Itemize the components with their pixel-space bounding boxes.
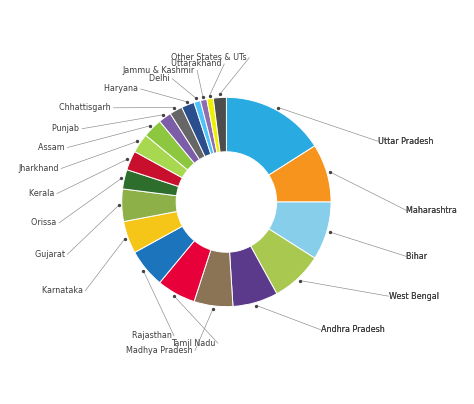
Wedge shape	[227, 97, 315, 175]
Text: Maharashtra: Maharashtra	[406, 206, 460, 215]
Text: Madhya Pradesh: Madhya Pradesh	[126, 346, 195, 355]
Text: Other States & UTs: Other States & UTs	[171, 53, 249, 62]
Text: Assam: Assam	[38, 143, 67, 152]
Wedge shape	[201, 99, 217, 154]
Wedge shape	[269, 202, 331, 258]
Wedge shape	[160, 114, 200, 163]
Text: Karnataka: Karnataka	[42, 286, 85, 295]
Wedge shape	[251, 229, 315, 294]
Text: Bihar: Bihar	[406, 252, 430, 261]
Wedge shape	[194, 101, 214, 154]
Wedge shape	[182, 103, 211, 156]
Text: Andhra Pradesh: Andhra Pradesh	[320, 325, 387, 334]
Text: Punjab: Punjab	[53, 124, 82, 133]
Wedge shape	[207, 98, 220, 153]
Text: West Bengal: West Bengal	[389, 292, 441, 301]
Wedge shape	[135, 226, 194, 283]
Wedge shape	[194, 250, 233, 307]
Text: Tamil Nadu: Tamil Nadu	[171, 339, 218, 348]
Text: Chhattisgarh: Chhattisgarh	[59, 103, 113, 112]
Text: Andhra Pradesh: Andhra Pradesh	[320, 325, 387, 334]
Text: Jharkhand: Jharkhand	[18, 164, 61, 173]
Wedge shape	[229, 246, 277, 307]
Wedge shape	[170, 107, 205, 160]
Text: Rajasthan: Rajasthan	[132, 331, 174, 341]
Wedge shape	[123, 170, 179, 196]
Text: Delhi: Delhi	[149, 74, 172, 83]
Wedge shape	[146, 121, 194, 170]
Text: Jammu & Kashmir: Jammu & Kashmir	[122, 65, 197, 75]
Text: Haryana: Haryana	[104, 84, 141, 93]
Text: Gujarat: Gujarat	[35, 250, 67, 259]
Text: Maharashtra: Maharashtra	[406, 206, 460, 215]
Wedge shape	[135, 135, 188, 178]
Text: Uttar Pradesh: Uttar Pradesh	[378, 137, 436, 146]
Text: Kerala: Kerala	[29, 189, 57, 198]
Text: Orissa: Orissa	[31, 219, 59, 227]
Wedge shape	[269, 146, 331, 202]
Text: West Bengal: West Bengal	[389, 292, 441, 301]
Wedge shape	[213, 97, 227, 152]
Wedge shape	[127, 152, 182, 187]
Wedge shape	[124, 211, 182, 252]
Wedge shape	[122, 189, 177, 222]
Wedge shape	[160, 241, 211, 301]
Text: Uttar Pradesh: Uttar Pradesh	[378, 137, 436, 146]
Text: Uttarakhand: Uttarakhand	[171, 59, 224, 68]
Text: Bihar: Bihar	[406, 252, 430, 261]
